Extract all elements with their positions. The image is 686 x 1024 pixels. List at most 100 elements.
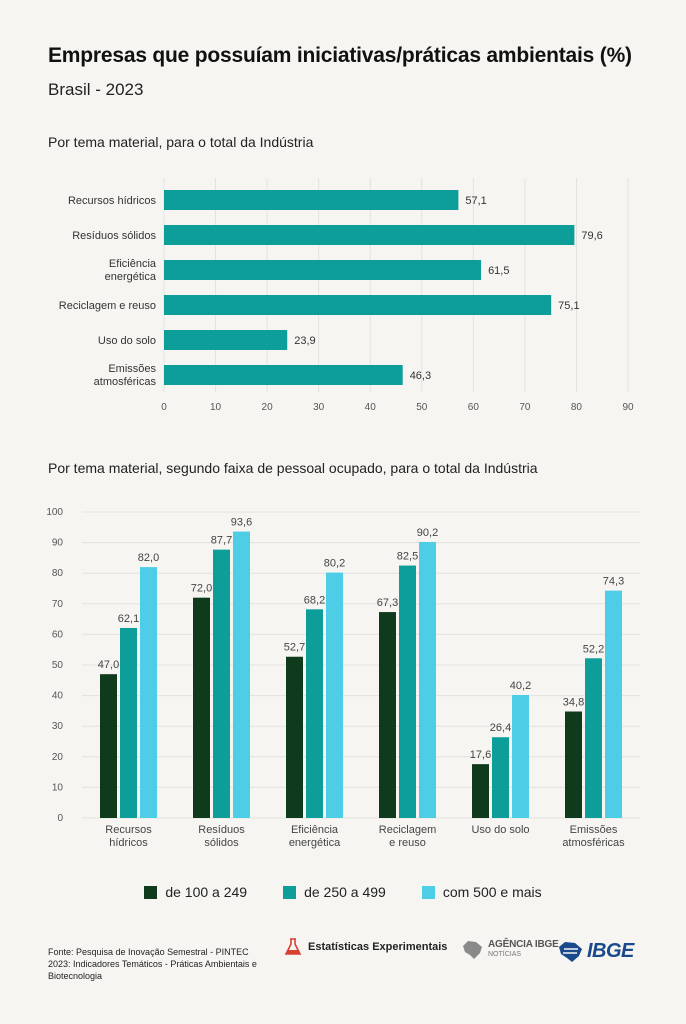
y-tick-label: 40 [52,691,64,702]
data-label: 75,1 [558,300,579,312]
bar [100,674,117,818]
category-label: Recursos hídricos [68,195,157,207]
bar [585,658,602,818]
bar [140,567,157,818]
y-tick-label: 80 [52,568,64,579]
legend-item-100-249: de 100 a 249 [144,884,247,900]
data-label: 23,9 [294,335,315,347]
data-label: 80,2 [324,558,345,570]
chart2-title: Por tema material, segundo faixa de pess… [48,460,538,476]
category-label: Eficiência [291,824,339,836]
horizontal-bar-chart: 0 10 20 30 40 50 60 70 80 90 Recursos hídricos 57,1… [59,178,634,413]
category-label: atmosféricas [94,376,157,388]
x-tick-label: 40 [365,402,377,413]
data-label: 57,1 [465,195,486,207]
experimental-icon [284,938,302,955]
data-label: 74,3 [603,576,624,588]
data-label: 52,7 [284,642,305,654]
logo-agencia-sub: NOTÍCIAS [488,951,522,958]
category-label: Recursos [105,824,152,836]
data-label: 62,1 [118,613,139,625]
category-label: Emissões [108,363,156,375]
footer-source: Fonte: Pesquisa de Inovação Semestral - … [48,947,257,981]
logo-ibge-text: IBGE [587,940,634,962]
data-label: 90,2 [417,527,438,539]
bar [565,711,582,818]
data-label: 17,6 [470,749,491,761]
legend-swatch-teal [283,885,297,899]
x-tick-label: 30 [313,402,325,413]
data-label: 61,5 [488,265,509,277]
legend-label: de 100 a 249 [165,884,248,900]
category-label: Uso do solo [98,335,156,347]
grouped-bar-chart: 0 10 20 30 40 50 60 70 80 90 100 47,0 62,1 82,0 Recurs… [46,507,640,849]
data-label: 52,2 [583,643,604,655]
logo-experimentais-text: Estatísticas Experimentais [308,941,448,953]
bar [164,190,459,210]
legend-label: de 250 a 499 [304,884,386,900]
category-label: Resíduos sólidos [72,230,156,242]
category-label: atmosféricas [562,837,625,849]
bar [306,609,323,818]
agencia-map-icon [463,941,482,959]
bar [164,260,482,280]
bar [164,295,552,315]
bar [326,572,343,818]
x-tick-label: 20 [262,402,274,413]
y-tick-label: 70 [52,599,64,610]
data-label: 87,7 [211,535,232,547]
legend-item-250-499: de 250 a 499 [283,884,386,900]
logo-estatisticas-experimentais: Estatísticas Experimentais [284,938,447,956]
bar [233,531,250,818]
data-label: 82,5 [397,551,418,563]
bar [286,656,303,818]
data-label: 68,2 [304,594,325,606]
legend-label: com 500 e mais [442,884,542,900]
y-tick-label: 100 [46,507,63,518]
logo-agencia-main: AGÊNCIA IBGE [488,939,559,950]
data-label: 72,0 [191,583,212,595]
bar [399,565,416,818]
category-label: hídricos [109,837,148,849]
y-tick-label: 10 [52,782,64,793]
ibge-map-icon [559,941,582,962]
bar [512,694,529,818]
data-label: 67,3 [377,597,398,609]
legend-swatch-light-blue [421,885,435,899]
y-tick-label: 0 [57,813,63,824]
data-label: 93,6 [231,517,252,529]
bar [419,541,436,818]
logo-ibge: IBGE [558,940,634,963]
bar [120,627,137,818]
category-label: energética [105,271,157,283]
y-tick-label: 20 [52,752,64,763]
data-label: 47,0 [98,659,119,671]
bar [379,612,396,818]
data-label: 34,8 [563,697,584,709]
x-tick-label: 80 [571,402,583,413]
category-label: Emissões [570,824,618,836]
x-tick-label: 60 [468,402,480,413]
data-label: 46,3 [410,370,431,382]
bar [492,737,509,818]
category-label: energética [289,837,341,849]
category-label: Eficiência [109,258,157,270]
category-label: Uso do solo [471,824,529,836]
bar [472,764,489,818]
category-label: e reuso [389,837,426,849]
logo-agencia-ibge: AGÊNCIA IBGE NOTÍCIAS [462,940,559,960]
page-title: Empresas que possuíam iniciativas/prátic… [48,44,632,67]
bar [605,590,622,818]
category-label: Reciclagem [379,824,436,836]
chart1-title: Por tema material, para o total da Indús… [48,134,314,150]
y-tick-label: 90 [52,538,64,549]
y-tick-label: 50 [52,660,64,671]
page-subtitle: Brasil - 2023 [48,80,144,99]
bar [193,597,210,818]
x-tick-label: 50 [416,402,428,413]
chart2-legend: de 100 a 249 de 250 a 499 com 500 e mais [0,884,686,900]
data-label: 26,4 [490,722,511,734]
bar [164,330,288,350]
category-label: Resíduos [198,824,245,836]
bar [164,365,403,385]
